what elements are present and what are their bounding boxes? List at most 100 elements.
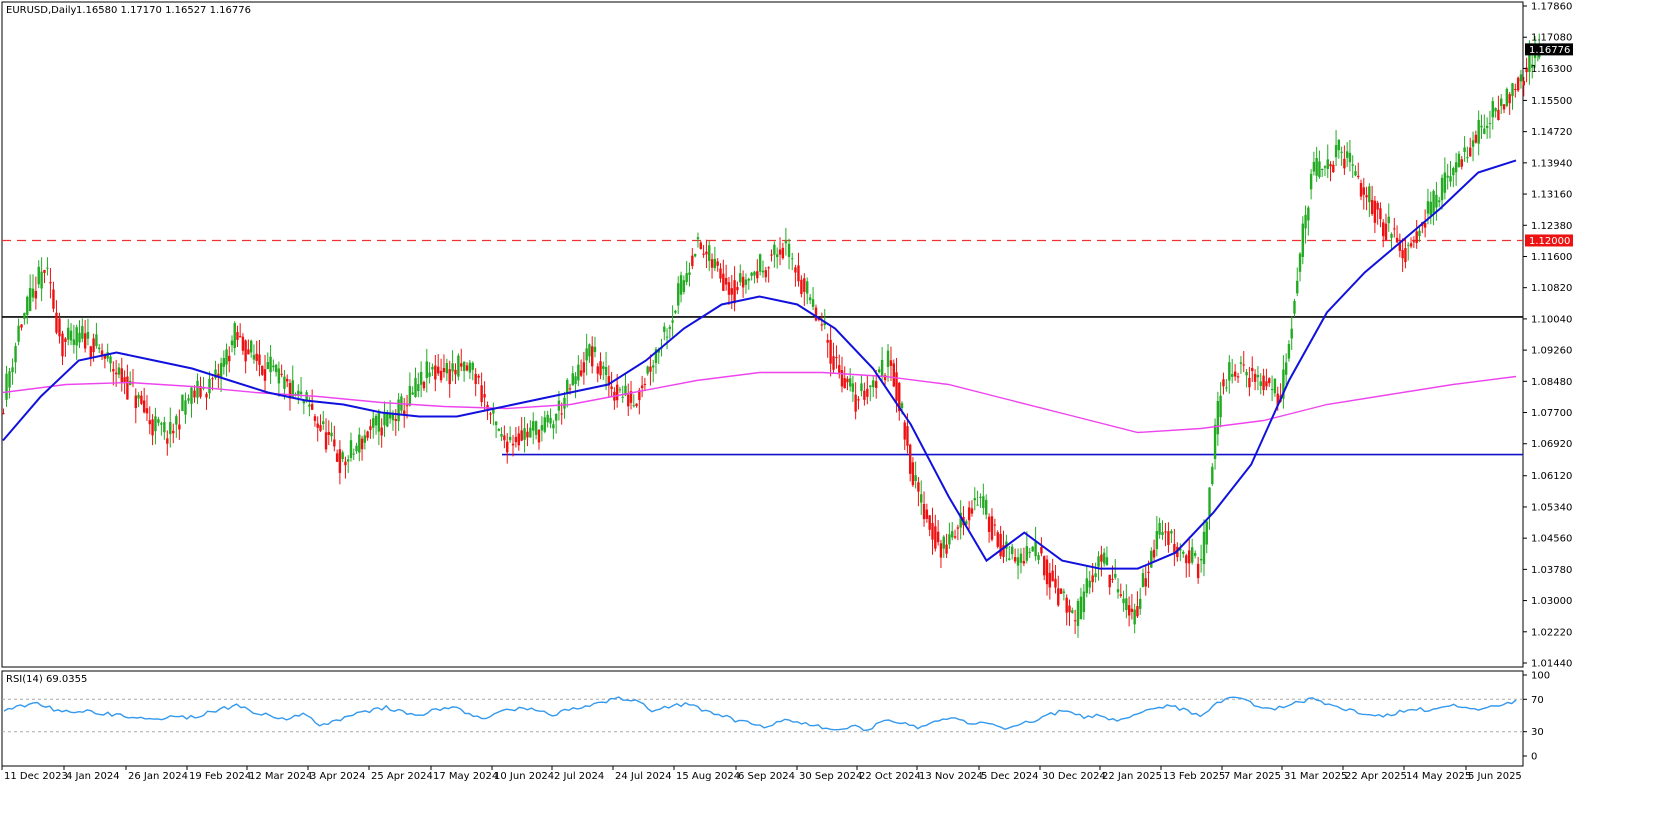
candle-body-303 xyxy=(863,390,866,400)
candle-body-27 xyxy=(81,326,84,339)
date-tick-label-12: 6 Sep 2024 xyxy=(738,771,795,782)
candle-body-176 xyxy=(503,435,506,441)
candle-body-181 xyxy=(517,433,520,446)
candle-body-265 xyxy=(753,271,756,276)
candle-body-17 xyxy=(52,289,55,309)
candle-body-254 xyxy=(722,273,725,291)
candle-body-469 xyxy=(1334,145,1338,158)
candle-body-78 xyxy=(228,355,231,362)
candle-body-428 xyxy=(1219,395,1222,418)
candle-body-109 xyxy=(313,416,317,421)
candle-body-388 xyxy=(1105,557,1109,565)
candle-body-524 xyxy=(1488,123,1492,125)
candle-body-18 xyxy=(55,312,58,333)
candle-body-14 xyxy=(43,269,46,273)
candle-body-370 xyxy=(1054,578,1057,588)
candle-body-302 xyxy=(860,383,863,392)
candle-body-422 xyxy=(1202,531,1206,564)
candle-body-414 xyxy=(1179,548,1182,551)
candle-body-38 xyxy=(112,369,115,372)
candle-body-531 xyxy=(1508,94,1511,104)
candle-body-347 xyxy=(987,516,991,533)
candle-body-71 xyxy=(208,378,211,394)
candle-body-324 xyxy=(922,503,926,520)
candle-body-488 xyxy=(1387,216,1390,224)
price-tick-label-15: 1.06120 xyxy=(1531,471,1572,482)
candle-body-210 xyxy=(599,361,602,376)
candle-body-64 xyxy=(187,398,190,401)
candle-body-67 xyxy=(196,380,199,398)
candle-body-486 xyxy=(1382,222,1385,237)
candle-body-229 xyxy=(652,365,655,368)
candle-body-381 xyxy=(1085,578,1088,594)
candle-body-30 xyxy=(89,346,92,358)
candle-body-183 xyxy=(523,428,526,440)
candle-body-400 xyxy=(1139,598,1142,609)
candle-body-70 xyxy=(205,393,208,398)
candle-body-424 xyxy=(1208,487,1211,517)
candle-body-153 xyxy=(437,366,440,374)
candle-body-50 xyxy=(145,408,149,414)
candle-body-317 xyxy=(903,422,906,440)
candle-body-166 xyxy=(474,373,477,384)
candle-body-258 xyxy=(733,280,736,304)
candle-body-478 xyxy=(1359,183,1363,197)
candle-body-79 xyxy=(230,340,234,346)
candle-body-219 xyxy=(624,385,627,396)
candle-body-272 xyxy=(773,244,776,255)
candle-body-87 xyxy=(252,354,256,360)
candle-body-159 xyxy=(454,369,457,375)
candle-body-193 xyxy=(552,424,555,429)
candle-body-91 xyxy=(263,369,267,381)
candle-body-489 xyxy=(1390,233,1393,238)
candle-body-152 xyxy=(434,365,437,380)
candle-body-209 xyxy=(596,366,599,374)
candle-body-114 xyxy=(327,431,330,435)
candle-body-503 xyxy=(1429,201,1432,216)
candle-body-394 xyxy=(1122,598,1125,604)
candle-body-533 xyxy=(1514,88,1517,90)
candle-body-13 xyxy=(40,271,43,289)
candle-body-332 xyxy=(945,544,948,554)
candle-body-121 xyxy=(347,459,350,462)
candle-body-371 xyxy=(1057,588,1060,606)
candle-body-2 xyxy=(8,371,11,388)
price-tick-label-17: 1.04560 xyxy=(1531,534,1572,545)
candle-body-429 xyxy=(1222,379,1225,387)
price-tick-label-5: 1.13940 xyxy=(1531,158,1572,169)
candle-body-464 xyxy=(1321,168,1324,170)
candle-body-458 xyxy=(1304,214,1307,229)
candle-body-277 xyxy=(787,243,791,257)
candle-body-538 xyxy=(1528,48,1531,72)
candle-body-477 xyxy=(1357,175,1360,177)
candle-body-349 xyxy=(993,524,997,526)
candle-body-286 xyxy=(814,307,818,321)
candle-body-217 xyxy=(618,389,622,391)
candle-body-308 xyxy=(877,369,881,373)
candle-body-473 xyxy=(1345,151,1349,158)
candle-body-417 xyxy=(1188,550,1191,564)
date-tick-label-22: 22 Apr 2025 xyxy=(1345,771,1407,782)
candle-body-94 xyxy=(272,365,275,368)
candle-body-199 xyxy=(568,388,572,390)
price-tick-label-13: 1.07700 xyxy=(1531,408,1572,419)
candle-body-525 xyxy=(1491,101,1494,118)
candle-body-337 xyxy=(959,512,962,528)
candle-body-318 xyxy=(906,426,909,446)
candle-body-420 xyxy=(1196,563,1200,579)
candle-body-296 xyxy=(843,378,846,389)
candle-body-86 xyxy=(249,340,253,353)
date-tick-label-20: 7 Mar 2025 xyxy=(1224,771,1281,782)
rsi-tick-label-1: 70 xyxy=(1531,695,1544,706)
candle-body-187 xyxy=(534,421,538,435)
candle-body-25 xyxy=(75,327,78,346)
candle-body-180 xyxy=(514,436,518,443)
candle-body-482 xyxy=(1370,199,1374,215)
candle-body-242 xyxy=(688,272,691,276)
candle-body-243 xyxy=(691,255,694,266)
candle-body-322 xyxy=(917,482,920,492)
candle-body-255 xyxy=(724,277,728,285)
candle-body-297 xyxy=(846,378,849,383)
candle-body-483 xyxy=(1373,200,1377,223)
candle-body-406 xyxy=(1155,530,1159,550)
